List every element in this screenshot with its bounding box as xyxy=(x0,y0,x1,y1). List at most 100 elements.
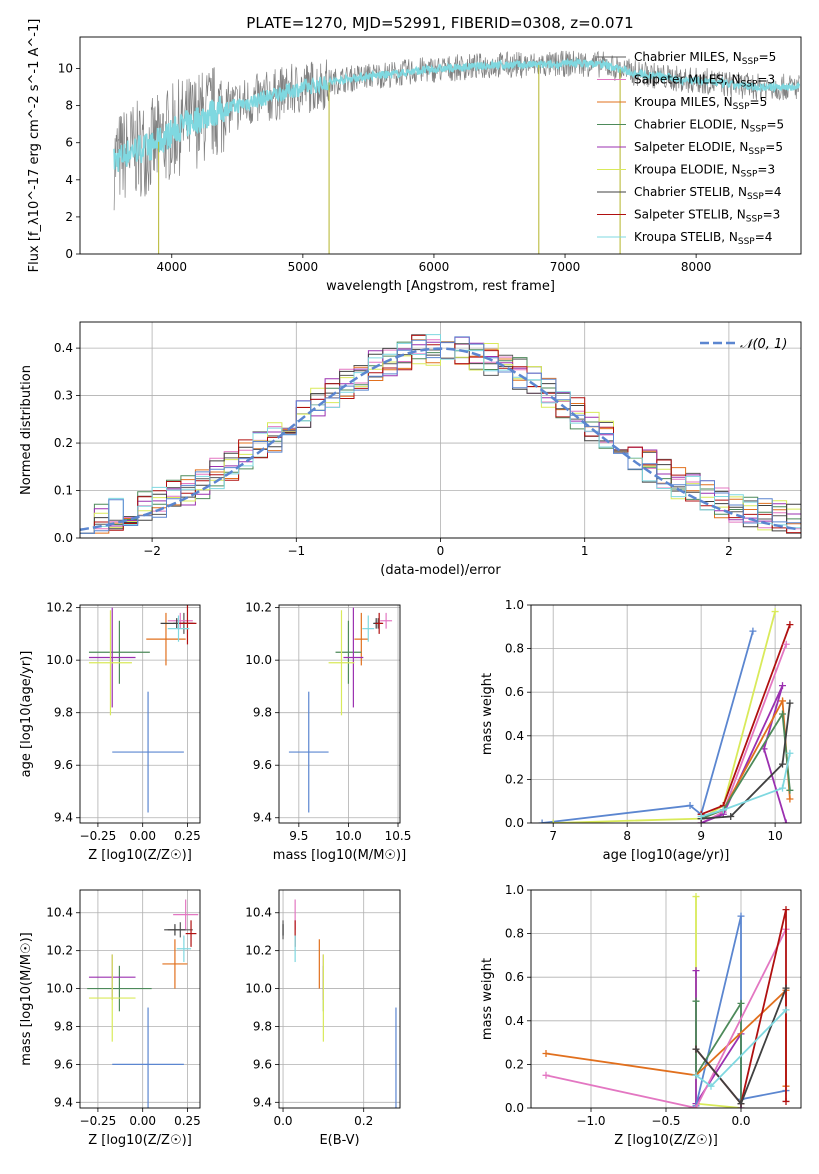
y-tick-label: 0.8 xyxy=(505,642,524,656)
weight-marker xyxy=(692,1045,700,1053)
x-tick-label: 0.25 xyxy=(174,1114,201,1128)
weight-line xyxy=(541,630,754,823)
plot-area xyxy=(288,607,393,813)
y-tick-label: 9.4 xyxy=(253,1095,272,1109)
weight-line xyxy=(701,702,791,820)
weight-marker xyxy=(779,760,787,768)
weight-marker xyxy=(782,640,790,648)
weight-marker xyxy=(727,812,735,820)
plot-area xyxy=(538,608,794,823)
legend-label: Kroupa ELODIE, NSSP=3 xyxy=(634,163,775,180)
x-tick-label: 0.0 xyxy=(731,1114,750,1128)
panel-age_vs_z: −0.25 0.00 0.25 9.4 9.6 9.8 10.0 10.2 Z [log10(Z… xyxy=(19,601,201,863)
spectrum-data-line xyxy=(113,50,800,211)
legend-label: Salpeter STELIB, NSSP=3 xyxy=(634,208,780,225)
x-tick-label: 10 xyxy=(767,829,782,843)
x-tick-label: 8 xyxy=(623,829,631,843)
x-axis-label: mass [log10(M/M☉)] xyxy=(273,848,406,863)
weight-marker xyxy=(779,697,787,705)
y-tick-label: 10.0 xyxy=(245,653,272,667)
y-tick-label: 10.0 xyxy=(46,653,73,667)
weight-marker xyxy=(782,1097,790,1105)
weight-marker xyxy=(692,1104,700,1108)
axes-frame xyxy=(79,36,802,255)
residual-histogram xyxy=(80,336,801,534)
weight-marker xyxy=(782,819,790,823)
y-tick-label: 10.0 xyxy=(46,982,73,996)
weight-line xyxy=(695,1000,742,1104)
weight-line xyxy=(700,711,791,820)
weight-marker xyxy=(737,999,745,1007)
weight-marker xyxy=(737,912,745,920)
x-tick-label: −1 xyxy=(287,544,305,558)
weight-line xyxy=(700,753,791,818)
weight-marker xyxy=(786,795,794,803)
weight-marker xyxy=(737,1100,745,1108)
x-tick-label: 9.5 xyxy=(289,829,308,843)
x-tick-label: 4000 xyxy=(156,260,187,274)
axes-frame xyxy=(79,604,201,824)
weight-marker xyxy=(686,802,694,810)
y-tick-label: 9.8 xyxy=(54,706,73,720)
y-tick-label: 0.0 xyxy=(505,1101,524,1115)
plot-area xyxy=(542,893,790,1108)
x-tick-label: 10.0 xyxy=(335,829,362,843)
x-tick-label: 0.0 xyxy=(273,1114,292,1128)
figure-title: PLATE=1270, MJD=52991, FIBERID=0308, z=0… xyxy=(246,14,633,32)
weight-marker xyxy=(771,608,779,616)
weight-marker xyxy=(542,1071,550,1079)
y-tick-label: 10.2 xyxy=(245,601,272,615)
y-tick-label: 1.0 xyxy=(505,598,524,612)
y-tick-label: 0.6 xyxy=(505,685,524,699)
x-tick-label: 0.00 xyxy=(129,1114,156,1128)
axes-frame xyxy=(530,604,802,824)
legend-label: Salpeter ELODIE, NSSP=5 xyxy=(634,140,783,157)
y-tick-label: 1.0 xyxy=(505,883,524,897)
gaussian-curve xyxy=(80,347,799,531)
y-tick-label: 10.4 xyxy=(245,906,272,920)
x-axis-label: Z [log10(Z/Z☉)] xyxy=(88,848,192,863)
weight-marker xyxy=(549,819,557,823)
x-axis-label: (data-model)/error xyxy=(380,563,501,578)
legend-label: Chabrier ELODIE, NSSP=5 xyxy=(634,118,784,135)
weight-marker xyxy=(786,749,794,757)
x-axis-label: wavelength [Angstrom, rest frame] xyxy=(326,279,555,294)
y-tick-label: 10.2 xyxy=(46,601,73,615)
y-tick-label: 0.8 xyxy=(505,927,524,941)
weight-marker xyxy=(786,699,794,707)
axes-frame xyxy=(79,889,201,1109)
y-tick-label: 9.6 xyxy=(54,1057,73,1071)
y-tick-label: 0.1 xyxy=(54,484,73,498)
weight-marker xyxy=(692,893,700,901)
y-tick-label: 4 xyxy=(65,173,73,187)
y-tick-label: 2 xyxy=(65,210,73,224)
x-tick-label: −0.25 xyxy=(80,1114,117,1128)
x-tick-label: 7 xyxy=(549,829,557,843)
axes-frame xyxy=(278,604,401,824)
x-axis-label: Z [log10(Z/Z☉)] xyxy=(614,1133,718,1148)
y-tick-label: 9.6 xyxy=(54,758,73,772)
y-tick-label: 9.6 xyxy=(253,1057,272,1071)
y-tick-label: 0 xyxy=(65,247,73,261)
legend-label: Kroupa STELIB, NSSP=4 xyxy=(634,230,772,247)
y-tick-label: 9.4 xyxy=(54,1095,73,1109)
y-tick-label: 0.6 xyxy=(505,970,524,984)
weight-marker xyxy=(697,812,705,820)
weight-marker xyxy=(749,627,757,635)
panel-weight_vs_z: −1.0 −0.5 0.0 0.0 0.2 0.4 0.6 0.8 1.0 Z [log10(Z/… xyxy=(480,883,802,1148)
y-tick-label: 0.3 xyxy=(54,389,73,403)
weight-marker xyxy=(786,786,794,794)
y-axis-label: Flux [f_λ10^-17 erg cm^-2 s^-1 A^-1] xyxy=(27,19,42,273)
y-axis-label: age [log10(age/yr)] xyxy=(19,651,34,778)
weight-marker xyxy=(782,1006,790,1014)
y-axis-label: Normed distribution xyxy=(19,365,34,495)
weight-marker xyxy=(707,1082,715,1090)
y-axis-label: mass [log10(M/M☉)] xyxy=(19,932,34,1065)
weight-marker xyxy=(692,967,700,975)
plot-area xyxy=(87,899,199,1108)
x-tick-label: 6000 xyxy=(419,260,450,274)
y-tick-label: 0.0 xyxy=(505,816,524,830)
y-tick-label: 9.8 xyxy=(253,1019,272,1033)
y-axis-label: mass weight xyxy=(480,958,495,1040)
